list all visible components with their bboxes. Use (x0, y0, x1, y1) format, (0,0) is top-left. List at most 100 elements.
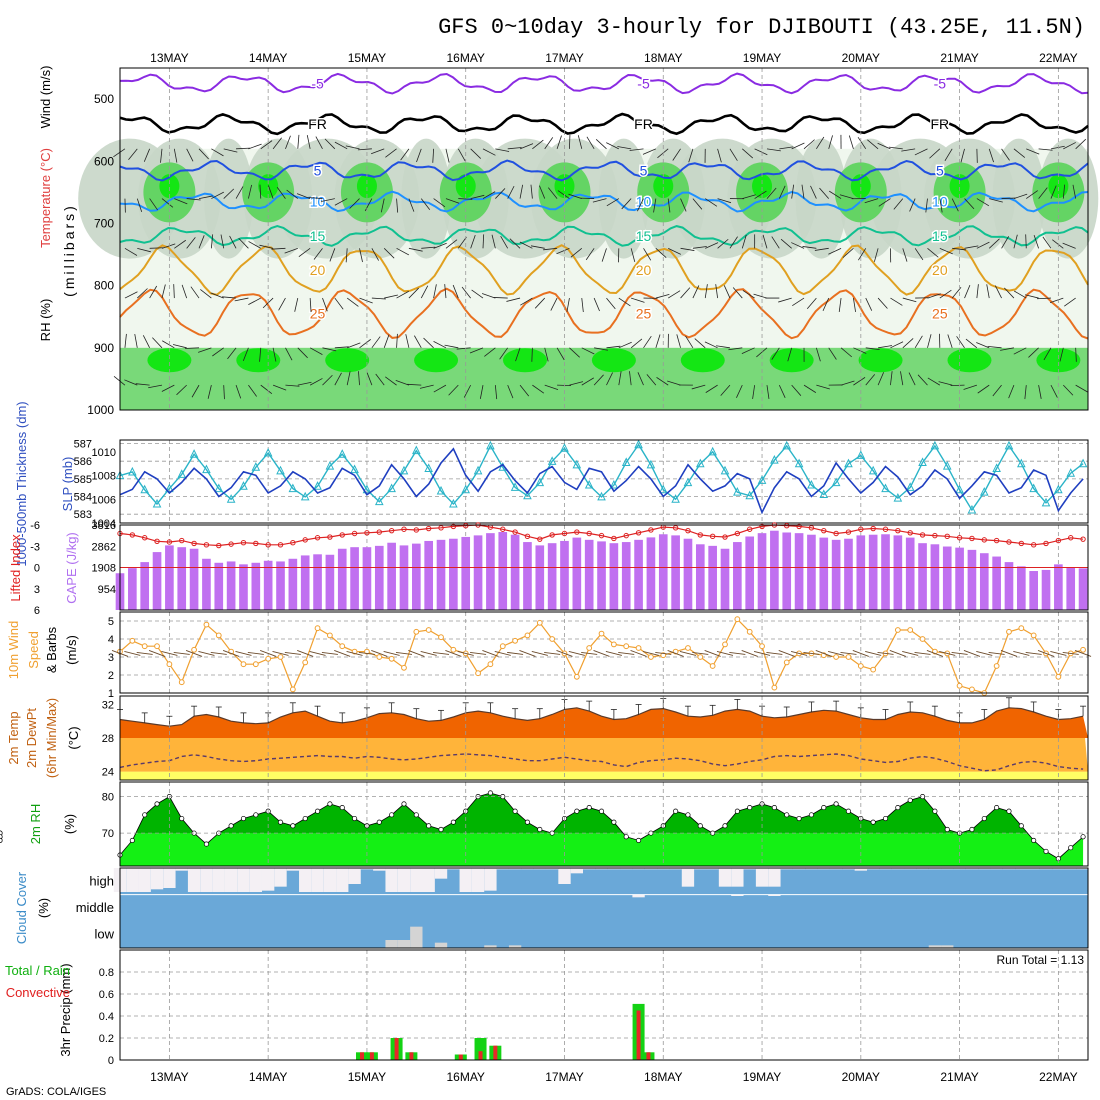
wind-barb (815, 649, 832, 657)
rh-marker (870, 819, 876, 825)
wind-speed-marker (573, 673, 580, 680)
cape-bar (572, 537, 582, 610)
cloud-high-cell (237, 868, 250, 892)
wind-barb (556, 247, 570, 255)
wind-barb (988, 651, 1005, 655)
li-marker (969, 535, 975, 542)
cloud-high-cell (1002, 868, 1016, 870)
rh-marker (179, 815, 185, 822)
wind-barb (828, 247, 842, 255)
wind-barb (742, 290, 755, 299)
wind-barb (842, 248, 854, 258)
wind-barb (366, 371, 373, 386)
wind-barb (736, 384, 743, 399)
pressure-tick: 600 (94, 154, 114, 168)
wind-barb (865, 374, 876, 386)
wind-barb (606, 297, 616, 310)
wind-barb (1072, 184, 1077, 199)
cloud-high-cell (150, 868, 164, 890)
wind-barb (1062, 651, 1079, 655)
wind-barb (601, 248, 607, 262)
cloud-high-cell (570, 868, 584, 874)
wind-barb (210, 234, 214, 249)
cloud-high-cell (397, 868, 411, 892)
cloud-high-cell (978, 868, 991, 870)
li-marker (598, 532, 605, 539)
wind-barb (482, 234, 485, 249)
wind-barb (680, 247, 695, 251)
wind-barb (371, 336, 381, 349)
slp-marker (1029, 483, 1038, 493)
wind-barb (185, 347, 200, 349)
wind-barb (790, 650, 808, 656)
wind-speed-marker (215, 632, 222, 639)
isotherm-label: 20 (636, 262, 652, 278)
wind-barb (260, 140, 273, 150)
wind-barb (1050, 185, 1057, 199)
slp-marker (905, 482, 915, 491)
slp-marker (683, 477, 693, 487)
wind-barb (544, 651, 561, 655)
wind-barb (914, 651, 931, 655)
thickness-tick: 585 (74, 474, 92, 486)
wind-barb (433, 242, 447, 249)
slp-marker (584, 479, 594, 489)
temp-axis-label-3: (6hr Min/Max) (44, 698, 59, 778)
wind-barb (570, 248, 583, 258)
run-total-label: Run Total = 1.13 (996, 953, 1084, 967)
wind-barb (723, 285, 731, 299)
wind-barb (544, 384, 559, 390)
wind-speed-marker (339, 643, 346, 650)
wind-barb (728, 347, 743, 351)
wind-barb (448, 384, 459, 396)
wind-barb (766, 385, 770, 400)
cloud-high-cell (916, 868, 929, 870)
cloud-high-cell (1064, 868, 1077, 870)
wind-barb (359, 297, 373, 304)
wind-barb (458, 198, 473, 200)
wind-speed-marker (697, 654, 704, 660)
wind-barb (272, 137, 282, 150)
date-label-bottom: 22MAY (1039, 1070, 1077, 1084)
li-marker (1043, 540, 1049, 547)
wind-barb (444, 284, 447, 299)
wind-barb (507, 384, 514, 399)
wind-barb (405, 334, 410, 348)
wind-barb (470, 194, 485, 199)
cape-bar (412, 543, 421, 610)
slp-marker (831, 477, 841, 487)
cloud-panel (113, 868, 1090, 948)
wind-barb (1062, 242, 1076, 249)
wind-barb (951, 286, 962, 299)
wind-barb (457, 650, 474, 656)
wind-barb (481, 293, 496, 299)
rh-region (992, 138, 1046, 259)
wind-barb (544, 137, 554, 150)
wind-barb (667, 380, 681, 386)
wind-barb (988, 148, 994, 163)
wind-barb (315, 136, 323, 150)
cape-bar (584, 539, 594, 610)
cape-bar (449, 538, 458, 610)
li-marker (339, 532, 345, 538)
wind-barb (532, 384, 545, 394)
wind-barb (408, 247, 423, 252)
isotherm-line (119, 287, 1089, 340)
wind-speed-marker (326, 632, 333, 639)
rh-axis-label: RH (%) (38, 299, 53, 342)
rh-marker (981, 815, 987, 822)
wind-speed-marker (598, 630, 605, 637)
wind-barb (1013, 650, 1030, 656)
wind-barb (965, 338, 978, 349)
slp-marker (745, 490, 755, 500)
cloud-high-cell (805, 868, 818, 870)
cloud-high-cell (669, 868, 682, 870)
slp-marker (202, 464, 211, 474)
wind-barb (507, 651, 524, 655)
li-marker (648, 527, 654, 533)
rh-region (598, 138, 649, 259)
wind-barb (927, 248, 939, 258)
slp-marker (1041, 497, 1051, 507)
rh2m-unit-label: (%) (62, 814, 77, 834)
slp-marker (757, 475, 767, 484)
